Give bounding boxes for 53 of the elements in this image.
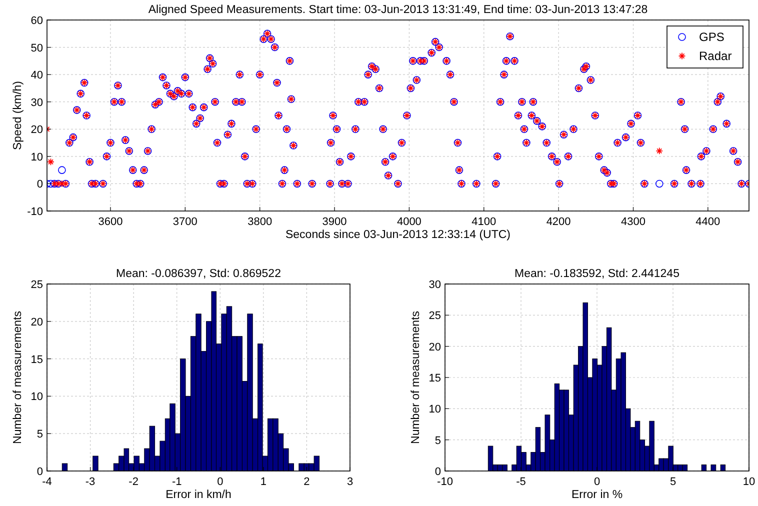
x-tick-label: 3 [346, 476, 354, 488]
y-tick-label: -10 [27, 206, 43, 218]
y-tick-label: 25 [428, 310, 441, 322]
y-tick-label: 50 [30, 42, 43, 54]
x-tick-label: 4400 [696, 216, 720, 228]
x-tick-label: 10 [742, 476, 756, 488]
x-tick-label: 4000 [396, 216, 422, 228]
y-axis-title: Speed (km/h) [12, 80, 24, 150]
x-tick-label: 3600 [98, 216, 123, 228]
x-axis-title: Error in km/h [166, 489, 232, 501]
y-tick-label: 0 [434, 466, 441, 478]
x-tick-label: -5 [516, 476, 526, 488]
x-tick-label: 5 [670, 476, 676, 488]
chart-title: Mean: -0.183592, Std: 2.441245 [514, 268, 680, 280]
x-tick-label: 0 [594, 476, 600, 488]
x-tick-label: 0 [217, 476, 224, 488]
x-axis-title: Seconds since 03-Jun-2013 12:33:14 (UTC) [285, 229, 511, 241]
x-tick-label: -3 [85, 476, 96, 488]
y-tick-label: 5 [36, 428, 43, 441]
x-tick-label: -1 [172, 476, 182, 488]
y-tick-label: 20 [30, 124, 43, 136]
y-tick-label: 10 [428, 404, 441, 416]
x-tick-label: 4200 [546, 216, 571, 228]
chart-title: Mean: -0.086397, Std: 0.869522 [116, 268, 281, 280]
x-tick-label: 2 [304, 476, 310, 488]
y-axis-title: Number of measurements [410, 310, 422, 444]
chart-title: Aligned Speed Measurements. Start time: 03-Jun-2013 13:31:49, End time: 03-Jun-2013 13:47:28 [148, 4, 648, 16]
x-tick-label: 1 [260, 476, 266, 488]
x-tick-label: -2 [128, 476, 138, 488]
x-tick-label: 3800 [248, 216, 272, 228]
y-tick-label: 20 [428, 341, 441, 354]
y-tick-label: 20 [30, 316, 43, 328]
x-tick-label: 4300 [621, 216, 646, 228]
legend-label: GPS [699, 30, 724, 44]
y-tick-label: 30 [30, 96, 43, 109]
y-tick-label: 0 [36, 466, 43, 478]
y-tick-label: 40 [30, 70, 43, 82]
x-tick-label: 3700 [172, 216, 198, 228]
x-axis-title: Error in % [571, 489, 623, 501]
y-tick-label: 0 [36, 178, 43, 191]
y-tick-label: 10 [30, 391, 43, 404]
x-tick-label: 4100 [472, 216, 496, 228]
x-tick-label: 3900 [322, 216, 347, 228]
y-tick-label: 10 [30, 151, 43, 164]
legend-label: Radar [699, 49, 732, 63]
y-tick-label: 15 [428, 372, 441, 384]
y-tick-label: 60 [30, 15, 43, 27]
x-tick-label: -4 [42, 476, 52, 488]
y-tick-label: 30 [428, 279, 441, 291]
y-axis-title: Number of measurements [12, 310, 24, 444]
y-tick-label: 25 [30, 279, 43, 291]
y-tick-label: 5 [434, 434, 441, 447]
y-tick-label: 15 [30, 354, 43, 366]
